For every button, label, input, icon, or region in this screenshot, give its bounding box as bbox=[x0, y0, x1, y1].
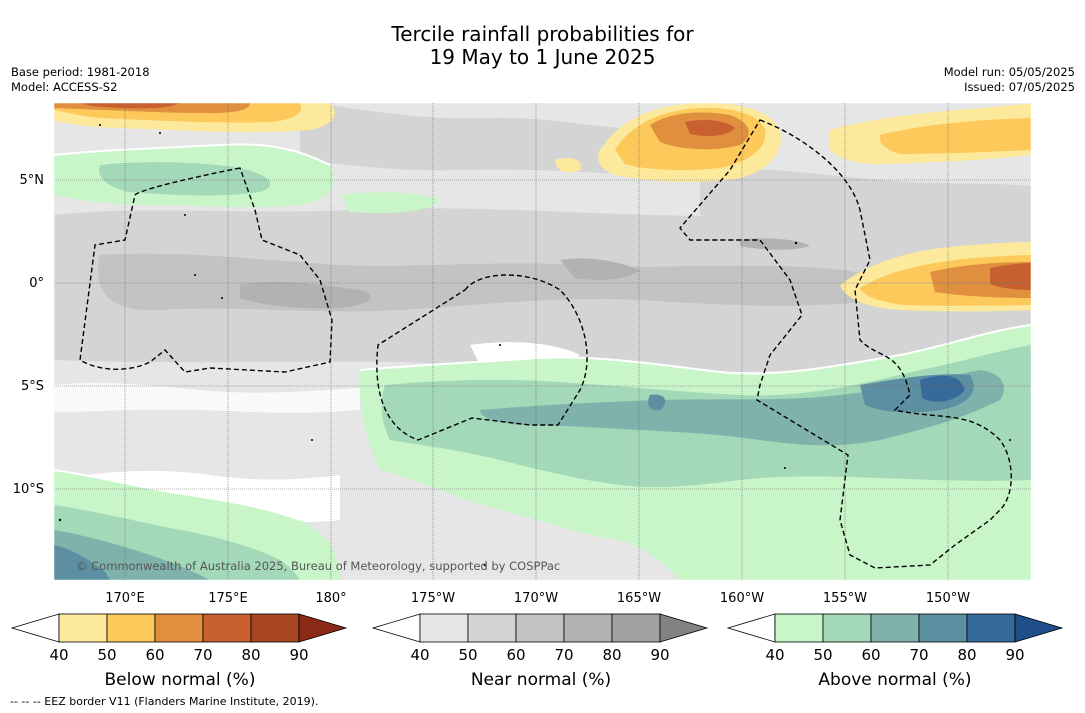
colorbar-tick-label: 50 bbox=[458, 646, 477, 664]
colorbar-tick-label: 40 bbox=[49, 646, 68, 664]
colorbar-segment bbox=[467, 613, 517, 643]
contour-line bbox=[54, 143, 331, 166]
near-normal-north-band bbox=[300, 103, 640, 175]
colorbar-segment bbox=[966, 613, 1016, 643]
colorbar-segment bbox=[870, 613, 920, 643]
colorbar-min-arrow bbox=[371, 613, 421, 643]
lon-label: 170°E bbox=[105, 591, 145, 606]
colorbar-segment bbox=[918, 613, 968, 643]
lon-label: 160°W bbox=[720, 591, 764, 606]
contour-line bbox=[54, 469, 301, 521]
below-normal-east-70 bbox=[990, 263, 1031, 290]
lon-label: 165°W bbox=[617, 591, 661, 606]
copyright-notice: © Commonwealth of Australia 2025, Bureau… bbox=[76, 559, 560, 573]
lon-label: 170°W bbox=[514, 591, 558, 606]
map-frame bbox=[53, 102, 1032, 581]
colorbar-segment bbox=[58, 613, 108, 643]
lon-label: 180° bbox=[315, 591, 346, 606]
above-normal-nw-patch bbox=[340, 192, 440, 214]
longitude-labels: 170°E 175°E 180° 175°W 170°W 165°W 160°W… bbox=[105, 591, 970, 606]
colorbar-segment bbox=[611, 613, 661, 643]
colorbar-tick-label: 40 bbox=[410, 646, 429, 664]
below-normal-small-patch bbox=[555, 158, 581, 173]
colorbar-tick-label: 70 bbox=[193, 646, 212, 664]
colorbar-min-arrow bbox=[10, 613, 60, 643]
colorbar-segment bbox=[419, 613, 469, 643]
colorbar-min-arrow bbox=[726, 613, 776, 643]
islands bbox=[58, 124, 1011, 567]
eez-footnote: -- -- -- EEZ border V11 (Flanders Marine… bbox=[10, 695, 319, 708]
colorbar-tick-label: 80 bbox=[241, 646, 260, 664]
colorbar-segment bbox=[774, 613, 824, 643]
above-normal-70-patch-2 bbox=[648, 394, 666, 411]
colorbar-tick-label: 40 bbox=[765, 646, 784, 664]
colorbar-tick-label: 90 bbox=[1005, 646, 1024, 664]
colorbar-max-arrow bbox=[659, 613, 709, 643]
below-normal-nw-70 bbox=[80, 103, 180, 109]
colorbar-title: Below normal (%) bbox=[105, 670, 256, 690]
lon-label: 155°W bbox=[823, 591, 867, 606]
colorbar-tick-label: 60 bbox=[145, 646, 164, 664]
colorbar-max-arrow bbox=[1014, 613, 1064, 643]
colorbar-tick-label: 70 bbox=[909, 646, 928, 664]
colorbar-segment bbox=[250, 613, 300, 643]
model-run: Model run: 05/05/2025 bbox=[943, 65, 1075, 79]
below-normal-north-70 bbox=[685, 120, 735, 136]
below-normal-ne-50 bbox=[879, 118, 1031, 154]
above-normal-sw-70 bbox=[54, 545, 110, 580]
colorbar-title: Above normal (%) bbox=[818, 670, 971, 690]
near-normal-ne-band bbox=[700, 168, 1031, 240]
colorbar-segment bbox=[822, 613, 872, 643]
white-patch-sw bbox=[54, 382, 360, 413]
lat-label: 0° bbox=[29, 276, 44, 291]
figure-title-line2: 19 May to 1 June 2025 bbox=[429, 45, 656, 69]
colorbar-segment bbox=[154, 613, 204, 643]
near-normal-70-patch-2 bbox=[560, 258, 640, 280]
colorbar-above-normal: 40 50 60 70 80 90 Above normal (%) bbox=[726, 613, 1064, 690]
contour-line bbox=[359, 324, 1031, 375]
model-name: Model: ACCESS-S2 bbox=[11, 80, 118, 94]
lat-label: 5°S bbox=[21, 379, 44, 394]
lon-label: 175°W bbox=[411, 591, 455, 606]
colorbar-tick-label: 80 bbox=[602, 646, 621, 664]
colorbar-near-normal: 40 50 60 70 80 90 Near normal (%) bbox=[371, 613, 709, 690]
latitude-labels: 5°N 0° 5°S 10°S bbox=[13, 173, 44, 497]
graticule bbox=[54, 103, 1031, 580]
colorbar-tick-label: 60 bbox=[506, 646, 525, 664]
near-normal-70-patch bbox=[240, 282, 371, 309]
meta-right: Model run: 05/05/2025 Issued: 07/05/2025 bbox=[944, 65, 1075, 95]
colorbar-tick-label: 50 bbox=[97, 646, 116, 664]
issued-date: Issued: 07/05/2025 bbox=[964, 80, 1075, 94]
eez-borders bbox=[79, 119, 1012, 569]
colorbar-below-normal: 40 50 60 70 80 90 Below normal (%) bbox=[10, 613, 348, 690]
colorbar-title: Near normal (%) bbox=[471, 670, 611, 690]
lon-label: 175°E bbox=[208, 591, 248, 606]
lat-label: 5°N bbox=[20, 173, 45, 188]
above-normal-80-region bbox=[920, 375, 965, 402]
colorbar-segment bbox=[563, 613, 613, 643]
colorbar-tick-label: 80 bbox=[957, 646, 976, 664]
probability-field bbox=[54, 103, 1031, 580]
colorbar-tick-label: 50 bbox=[813, 646, 832, 664]
lon-label: 150°W bbox=[926, 591, 970, 606]
meta-left: Base period: 1981-2018 Model: ACCESS-S2 bbox=[11, 65, 150, 95]
colorbar-tick-label: 70 bbox=[554, 646, 573, 664]
figure-title-line1: Tercile rainfall probabilities for bbox=[391, 22, 694, 46]
colorbar-segment bbox=[202, 613, 252, 643]
colorbar-tick-label: 90 bbox=[289, 646, 308, 664]
near-normal-70-patch-3 bbox=[740, 238, 810, 250]
lat-label: 10°S bbox=[13, 482, 44, 497]
base-period: Base period: 1981-2018 bbox=[11, 65, 150, 79]
colorbar-segment bbox=[106, 613, 156, 643]
colorbar-max-arrow bbox=[298, 613, 348, 643]
colorbar-tick-label: 60 bbox=[861, 646, 880, 664]
colorbar-tick-label: 90 bbox=[650, 646, 669, 664]
colorbar-segment bbox=[515, 613, 565, 643]
